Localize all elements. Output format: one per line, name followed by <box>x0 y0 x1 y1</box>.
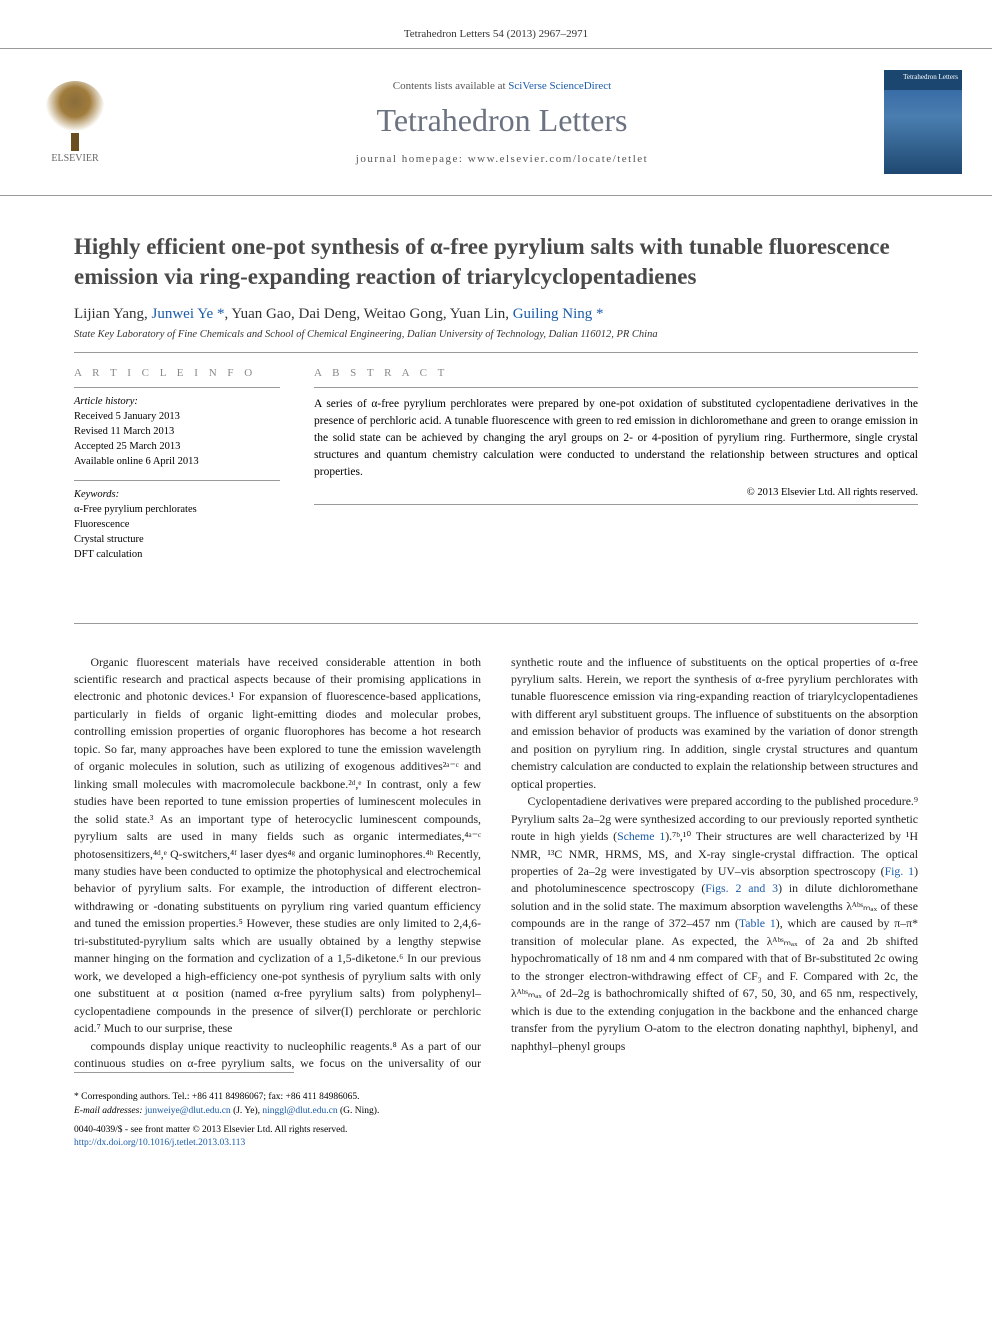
figure-link[interactable]: Figs. 2 and 3 <box>705 881 778 895</box>
table-link[interactable]: Table 1 <box>739 916 776 930</box>
keyword: DFT calculation <box>74 547 280 562</box>
paragraph: Cyclopentadiene derivatives were prepare… <box>511 793 918 1055</box>
cover-title: Tetrahedron Letters <box>903 73 958 81</box>
footer-block: * Corresponding authors. Tel.: +86 411 8… <box>0 1079 992 1170</box>
corresp-star-line: * Corresponding authors. Tel.: +86 411 8… <box>74 1091 379 1104</box>
keywords-label: Keywords: <box>74 489 280 500</box>
author: Lijian Yang <box>74 306 144 322</box>
rule <box>314 504 918 505</box>
issn-line: 0040-4039/$ - see front matter © 2013 El… <box>74 1124 379 1137</box>
corresp-star-link[interactable]: * <box>217 306 225 322</box>
article-title: Highly efficient one-pot synthesis of α-… <box>0 196 992 306</box>
sciverse-line: Contents lists available at SciVerse Sci… <box>120 80 884 92</box>
keyword: α-Free pyrylium perchlorates <box>74 502 280 517</box>
left-column: A R T I C L E I N F O Article history: R… <box>74 367 280 563</box>
elsevier-tree-icon <box>45 81 105 141</box>
history-line: Available online 6 April 2013 <box>74 454 280 469</box>
email-link[interactable]: ninggl@dlut.edu.cn <box>262 1106 337 1116</box>
homepage-url[interactable]: www.elsevier.com/locate/tetlet <box>468 153 649 165</box>
abstract-text: A series of α-free pyrylium perchlorates… <box>314 396 918 481</box>
history-line: Received 5 January 2013 <box>74 409 280 424</box>
history-line: Revised 11 March 2013 <box>74 424 280 439</box>
email-name: (G. Ning). <box>338 1106 380 1116</box>
authors-line: Lijian Yang, Junwei Ye *, Yuan Gao, Dai … <box>0 306 992 329</box>
author: Yuan Gao <box>231 306 291 322</box>
rule <box>74 1072 294 1073</box>
homepage-prefix: journal homepage: <box>356 153 468 165</box>
paragraph: Organic fluorescent materials have recei… <box>74 654 481 1038</box>
header-citation: Tetrahedron Letters 54 (2013) 2967–2971 <box>0 0 992 48</box>
doi-link[interactable]: http://dx.doi.org/10.1016/j.tetlet.2013.… <box>74 1138 245 1148</box>
journal-name: Tetrahedron Letters <box>120 102 884 139</box>
doi-line: http://dx.doi.org/10.1016/j.tetlet.2013.… <box>74 1137 379 1150</box>
corresp-emails: E-mail addresses: junweiye@dlut.edu.cn (… <box>74 1105 379 1118</box>
author: Yuan Lin <box>450 306 505 322</box>
email-name: (J. Ye), <box>231 1106 263 1116</box>
scheme-link[interactable]: Scheme 1 <box>617 829 665 843</box>
homepage-line: journal homepage: www.elsevier.com/locat… <box>120 153 884 165</box>
author-corresponding[interactable]: Junwei Ye <box>152 306 214 322</box>
journal-masthead: ELSEVIER Contents lists available at Sci… <box>0 48 992 196</box>
elsevier-logo[interactable]: ELSEVIER <box>30 77 120 167</box>
email-label: E-mail addresses: <box>74 1106 145 1116</box>
elsevier-logo-text: ELSEVIER <box>51 153 98 164</box>
history-label: Article history: <box>74 396 280 407</box>
author-corresponding[interactable]: Guiling Ning <box>513 306 593 322</box>
right-column: A B S T R A C T A series of α-free pyryl… <box>314 367 918 563</box>
affiliation: State Key Laboratory of Fine Chemicals a… <box>0 329 992 352</box>
masthead-center: Contents lists available at SciVerse Sci… <box>120 80 884 165</box>
email-link[interactable]: junweiye@dlut.edu.cn <box>145 1106 231 1116</box>
journal-cover-thumbnail[interactable]: Tetrahedron Letters <box>884 70 962 174</box>
abstract-heading: A B S T R A C T <box>314 367 918 379</box>
keyword: Fluorescence <box>74 517 280 532</box>
author: Weitao Gong <box>364 306 443 322</box>
article-info-block: A R T I C L E I N F O Article history: R… <box>0 353 992 563</box>
abstract-copyright: © 2013 Elsevier Ltd. All rights reserved… <box>314 487 918 498</box>
sciverse-link[interactable]: SciVerse ScienceDirect <box>508 80 611 92</box>
author: Dai Deng <box>298 306 356 322</box>
figure-link[interactable]: Fig. 1 <box>885 864 914 878</box>
history-line: Accepted 25 March 2013 <box>74 439 280 454</box>
corresp-star-link[interactable]: * <box>596 306 604 322</box>
keyword: Crystal structure <box>74 532 280 547</box>
corresponding-author-block: * Corresponding authors. Tel.: +86 411 8… <box>74 1091 379 1150</box>
body-text: Organic fluorescent materials have recei… <box>0 624 992 1073</box>
rule <box>74 480 280 481</box>
rule <box>314 387 918 388</box>
article-info-heading: A R T I C L E I N F O <box>74 367 280 379</box>
sciverse-prefix: Contents lists available at <box>393 80 508 92</box>
